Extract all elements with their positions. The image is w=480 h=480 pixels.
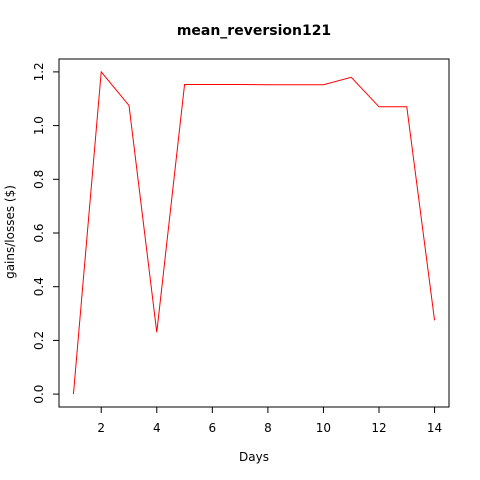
x-tick-label: 12 [371, 421, 386, 435]
data-point [72, 393, 74, 395]
y-tick-label: 0.6 [32, 223, 46, 242]
chart-title: mean_reversion121 [177, 23, 331, 39]
x-tick-label: 14 [427, 421, 442, 435]
data-point [406, 106, 408, 108]
x-axis-label: Days [239, 450, 269, 464]
x-tick-label: 8 [264, 421, 272, 435]
data-point [322, 84, 324, 86]
y-tick-label: 0.4 [32, 277, 46, 296]
y-axis-label: gains/losses ($) [3, 185, 17, 279]
data-point [100, 71, 102, 73]
y-tick-label: 0.2 [32, 331, 46, 350]
x-tick-label: 2 [97, 421, 105, 435]
data-point [433, 319, 435, 321]
series-layer [72, 70, 436, 395]
data-point [156, 331, 158, 333]
y-tick-label: 1.0 [32, 116, 46, 135]
x-tick-label: 6 [209, 421, 217, 435]
x-tick-label: 4 [153, 421, 161, 435]
data-point [211, 83, 213, 85]
x-axis: 2 4 6 8 10 12 14 [97, 407, 442, 435]
data-point [378, 106, 380, 108]
data-point [239, 83, 241, 85]
y-tick-label: 0.0 [32, 385, 46, 404]
y-tick-label: 1.2 [32, 62, 46, 81]
series-line-0 [72, 70, 436, 395]
y-axis: 0.0 0.2 0.4 0.6 0.8 1.0 1.2 [32, 62, 59, 404]
data-point [350, 76, 352, 78]
y-tick-label: 0.8 [32, 170, 46, 189]
data-point [128, 104, 130, 106]
data-point [267, 84, 269, 86]
x-tick-label: 10 [316, 421, 331, 435]
data-point [183, 83, 185, 85]
data-point [294, 84, 296, 86]
plot-frame [58, 58, 450, 408]
